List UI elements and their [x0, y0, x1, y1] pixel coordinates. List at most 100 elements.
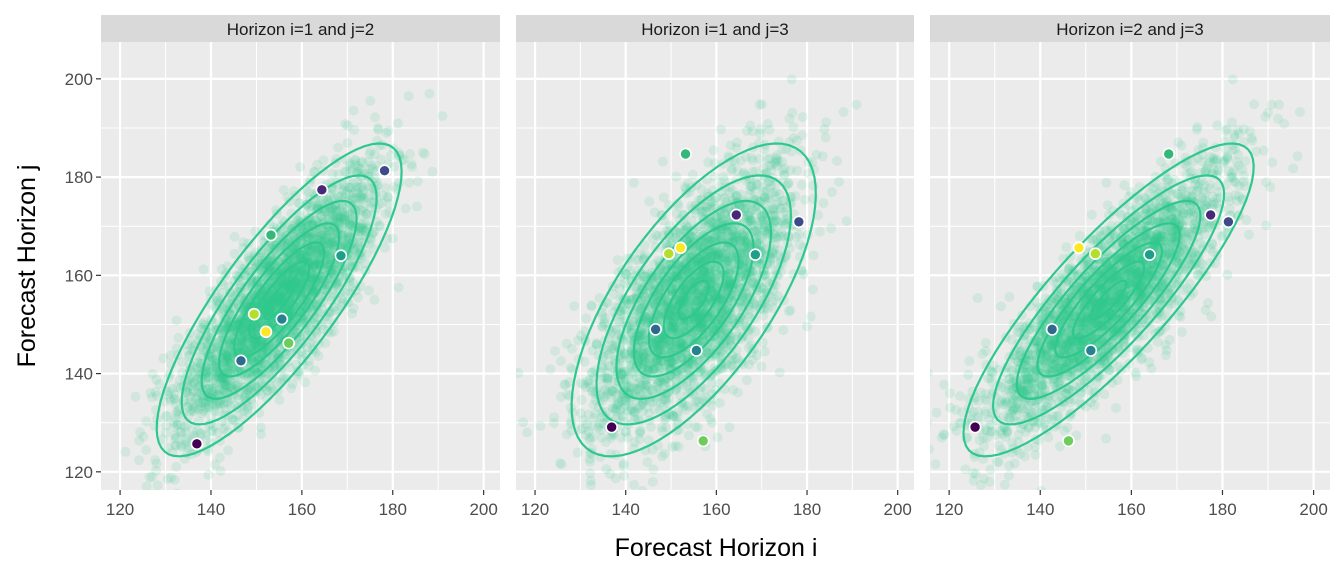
sample-point	[202, 435, 212, 445]
sample-point	[135, 515, 145, 525]
y-tick-label: 200	[65, 70, 93, 89]
sample-point	[349, 106, 359, 116]
sample-point	[629, 178, 639, 188]
x-tick-label: 180	[379, 500, 407, 519]
highlighted-point	[335, 250, 346, 261]
sample-point	[147, 472, 157, 482]
sample-point	[381, 209, 391, 219]
sample-point	[787, 74, 797, 84]
sample-point	[808, 285, 818, 295]
sample-point	[806, 312, 816, 322]
sample-point	[230, 232, 240, 242]
y-tick-label: 180	[65, 168, 93, 187]
sample-point	[413, 176, 423, 186]
x-tick-label: 120	[106, 500, 134, 519]
highlighted-point	[379, 165, 390, 176]
sample-point	[141, 416, 151, 426]
sample-point	[834, 177, 844, 187]
sample-point	[586, 480, 596, 490]
sample-point	[148, 369, 158, 379]
sample-point	[381, 128, 391, 138]
sample-point	[573, 448, 583, 458]
sample-point	[798, 112, 808, 122]
sample-point	[217, 264, 227, 274]
highlighted-point	[235, 355, 246, 366]
sample-point	[404, 91, 414, 101]
sample-point	[328, 169, 338, 179]
sample-point	[349, 303, 359, 313]
sample-point	[288, 379, 298, 389]
sample-point	[393, 118, 403, 128]
sample-point	[637, 486, 647, 496]
sample-point	[333, 142, 343, 152]
sample-point	[339, 215, 349, 225]
sample-point	[621, 427, 631, 437]
sample-point	[221, 361, 231, 371]
sample-point	[427, 167, 437, 177]
sample-point	[720, 384, 730, 394]
sample-point	[343, 138, 353, 148]
sample-point	[221, 351, 231, 361]
sample-point	[407, 162, 417, 172]
sample-point	[605, 469, 615, 479]
highlighted-point	[260, 326, 271, 337]
sample-point	[196, 397, 206, 407]
sample-point	[161, 420, 171, 430]
sample-point	[370, 149, 380, 159]
sample-point	[601, 437, 611, 447]
sample-point	[585, 468, 595, 478]
sample-point	[177, 357, 187, 367]
sample-point	[437, 111, 447, 121]
sample-point	[266, 383, 276, 393]
highlighted-point	[191, 438, 202, 449]
sample-point	[545, 364, 555, 374]
sample-point	[210, 459, 220, 469]
sample-point	[755, 100, 765, 110]
sample-point	[171, 462, 181, 472]
sample-point	[648, 477, 658, 487]
sample-point	[353, 292, 363, 302]
sample-point	[141, 445, 151, 455]
sample-point	[199, 264, 209, 274]
sample-point	[223, 445, 233, 455]
sample-point	[203, 470, 213, 480]
sample-point	[139, 432, 149, 442]
sample-point	[827, 187, 837, 197]
sample-point	[363, 193, 373, 203]
highlighted-point	[316, 184, 327, 195]
sample-point	[716, 125, 726, 135]
sample-point	[394, 283, 404, 293]
sample-point	[809, 250, 819, 260]
sample-point	[555, 458, 565, 468]
sample-point	[120, 447, 130, 457]
sample-point	[586, 300, 596, 310]
x-tick-label: 140	[197, 500, 225, 519]
sample-point	[709, 145, 719, 155]
sample-point	[183, 345, 193, 355]
sample-point	[688, 170, 698, 180]
sample-point	[577, 395, 587, 405]
sample-point	[412, 202, 422, 212]
x-tick-label: 160	[288, 500, 316, 519]
sample-point	[163, 474, 173, 484]
sample-point	[707, 378, 717, 388]
sample-point	[364, 286, 374, 296]
sample-point	[317, 230, 327, 240]
facet-strip-title: Horizon i=1 and j=3	[641, 20, 788, 39]
sample-point	[567, 344, 577, 354]
sample-point	[373, 123, 383, 133]
sample-point	[401, 204, 411, 214]
y-tick-label: 140	[65, 365, 93, 384]
sample-point	[424, 89, 434, 99]
sample-point	[342, 203, 352, 213]
sample-point	[175, 427, 185, 437]
sample-point	[173, 333, 183, 343]
highlighted-point	[276, 314, 287, 325]
sample-point	[365, 96, 375, 106]
sample-point	[219, 399, 229, 409]
sample-point	[581, 313, 591, 323]
sample-point	[172, 489, 182, 499]
sample-point	[152, 459, 162, 469]
sample-point	[295, 162, 305, 172]
